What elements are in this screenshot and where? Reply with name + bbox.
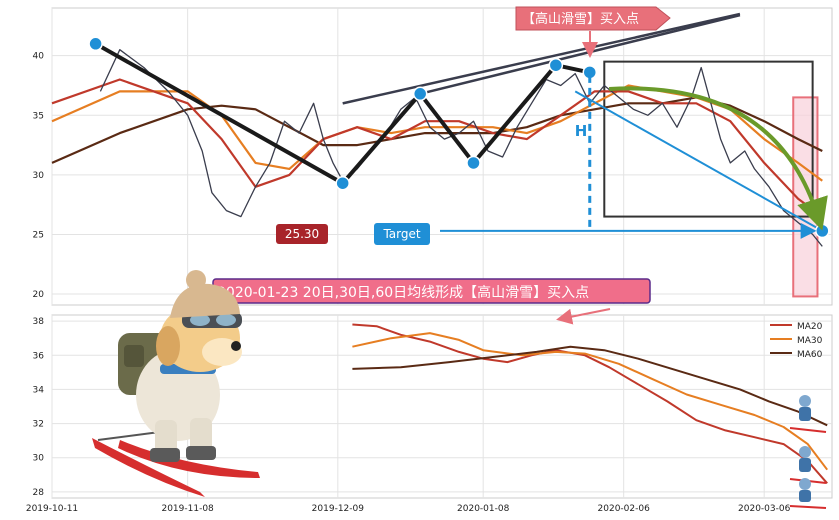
price-y-tick-label: 40 (33, 52, 45, 62)
ma-series-line-ma60 (352, 345, 828, 427)
pattern-point (815, 223, 830, 239)
x-tick-label: 2020-03-06 (738, 504, 791, 514)
mid-banner-pointer (556, 308, 611, 325)
trendline (342, 12, 741, 105)
legend-ma60-label: MA60 (797, 350, 823, 360)
price-y-tick-label: 35 (33, 111, 44, 121)
ma-y-tick-label: 34 (33, 385, 45, 395)
ma-y-tick-label: 36 (33, 351, 45, 361)
trendline (574, 90, 823, 232)
pattern-point (466, 155, 481, 171)
legend-ma20-label: MA20 (797, 322, 823, 332)
top-badge-text: 【高山滑雪】买入点 (522, 11, 639, 27)
top-buy-point-badge: 【高山滑雪】买入点 (515, 6, 671, 58)
target-label: Target (374, 223, 430, 245)
mini-skier-icon (789, 478, 827, 509)
price-y-tick-label: 30 (33, 171, 45, 181)
ma-y-tick-label: 38 (33, 317, 45, 327)
price-y-tick-label: 25 (33, 230, 44, 240)
mid-banner-text: 2020-01-23 20日,30日,60日均线形成【高山滑雪】买入点 (217, 284, 589, 301)
pattern-point (335, 175, 350, 191)
pattern-point (548, 57, 564, 73)
ma-y-tick-label: 30 (33, 454, 45, 464)
ma-series-line-ma20 (352, 323, 828, 484)
series-line-price (99, 49, 823, 247)
price-y-tick-label: 20 (33, 290, 45, 300)
pattern-layer (88, 12, 830, 239)
ma-y-tick-label: 32 (33, 420, 44, 430)
trendline (419, 13, 741, 96)
pattern-point (88, 36, 103, 52)
ma-series (352, 323, 828, 484)
x-tick-label: 2020-02-06 (598, 504, 651, 514)
price-panel-frame (51, 7, 833, 306)
h-label: H (575, 122, 588, 140)
x-ticks: 2019-10-11 2019-11-08 2019-12-09 2020-01-08… (26, 504, 791, 514)
x-tick-label: 2020-01-08 (457, 504, 510, 514)
x-tick-label: 2019-10-11 (26, 504, 78, 514)
price-label-text: 25.30 (285, 227, 319, 241)
skiing-dog-icon (92, 270, 260, 497)
ma-y-ticks: 28 30 32 34 36 38 (33, 317, 45, 498)
mid-banner: 2020-01-23 20日,30日,60日均线形成【高山滑雪】买入点 (212, 278, 651, 325)
legend-ma30-label: MA30 (797, 336, 823, 346)
ma-y-tick-label: 28 (33, 488, 45, 498)
target-label-text: Target (382, 227, 420, 241)
price-y-ticks: 20 25 30 35 40 (33, 52, 45, 300)
x-tick-label: 2019-12-09 (312, 504, 365, 514)
price-label: 25.30 (276, 224, 328, 244)
pattern-point (412, 86, 428, 102)
consolidation-box (603, 60, 814, 218)
projection-arrow (609, 86, 828, 231)
ma-series-line-ma30 (352, 332, 828, 471)
legend: MA20 MA30 MA60 (770, 322, 823, 360)
mini-skier-icon (789, 395, 827, 433)
x-tick-label: 2019-11-08 (161, 504, 214, 514)
